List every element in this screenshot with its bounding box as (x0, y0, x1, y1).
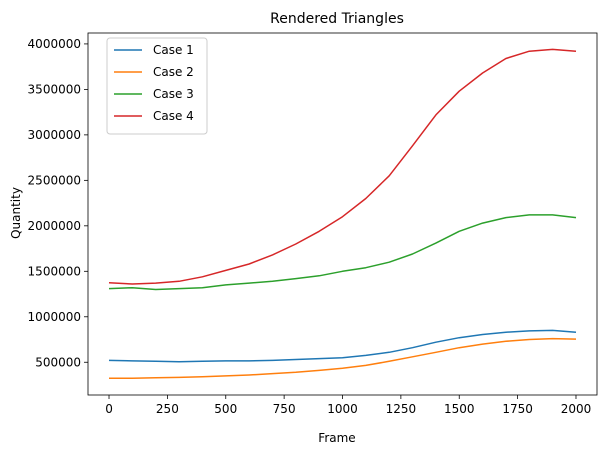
legend-label-case-2: Case 2 (153, 65, 194, 79)
x-tick-label: 1000 (327, 402, 358, 416)
x-tick-label: 750 (273, 402, 296, 416)
y-tick-label: 1500000 (28, 264, 81, 278)
y-axis-label: Quantity (9, 187, 23, 239)
legend-label-case-3: Case 3 (153, 87, 194, 101)
y-tick-label: 2000000 (28, 219, 81, 233)
series-line-case-3 (108, 214, 577, 291)
legend-box (106, 37, 208, 135)
x-tick-label: 500 (214, 402, 237, 416)
x-tick-label: 250 (156, 402, 179, 416)
series-line-case-4 (108, 48, 577, 285)
series-line-case-1 (108, 329, 577, 363)
x-tick-label: 1750 (502, 402, 533, 416)
y-tick-label: 3500000 (28, 82, 81, 96)
x-axis-label: Frame (318, 431, 355, 445)
series-line-case-2 (109, 337, 577, 379)
y-tick-label: 1000000 (28, 310, 81, 324)
x-tick-label: 2000 (561, 402, 592, 416)
legend-label-case-1: Case 1 (153, 43, 194, 57)
chart-title: Rendered Triangles (270, 11, 404, 27)
x-tick-label: 1500 (444, 402, 475, 416)
plot-area: 0 250 500 750 1000 1250 1500 1750 2000 500000 1000… (28, 32, 598, 416)
y-tick-label: 2500000 (28, 173, 81, 187)
y-tick-label: 500000 (35, 355, 81, 369)
legend: Case 1 Case 2 Case 3 Case 4 (106, 37, 208, 135)
x-tick-label: 1250 (386, 402, 417, 416)
legend-label-case-4: Case 4 (153, 109, 194, 123)
y-tick-label: 4000000 (28, 37, 81, 51)
y-tick-label: 3000000 (28, 128, 81, 142)
x-tick-label: 0 (105, 402, 113, 416)
